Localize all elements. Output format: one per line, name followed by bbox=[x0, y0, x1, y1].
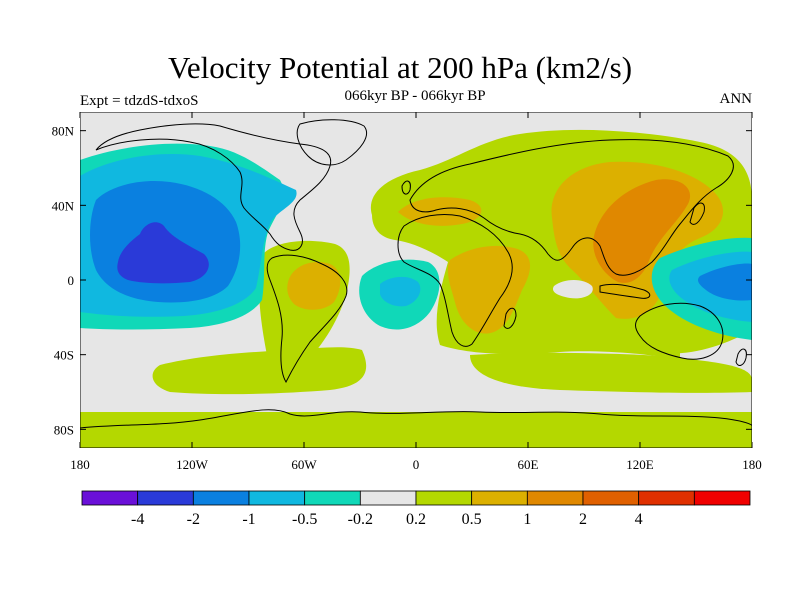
experiment-label: Expt = tdzdS-tdxoS bbox=[80, 93, 199, 109]
colorbar-label: -1 bbox=[242, 511, 255, 528]
colorbar-swatch bbox=[248, 490, 306, 506]
coastline-indonesia bbox=[599, 283, 651, 299]
colorbar: -4 -2 -1 -0.5 -0.2 0.2 0.5 1 2 4 bbox=[81, 490, 751, 528]
coastline-north-america bbox=[95, 123, 332, 251]
region-southern-band-green bbox=[152, 347, 367, 395]
x-tick-label: 180 bbox=[742, 457, 762, 472]
x-tick-label: 60W bbox=[291, 457, 317, 472]
colorbar-swatch bbox=[638, 490, 695, 506]
colorbar-swatch bbox=[137, 490, 194, 506]
region-southern-band-green-east bbox=[470, 352, 752, 393]
colorbar-label: 0.5 bbox=[462, 511, 482, 528]
colorbar-swatch bbox=[582, 490, 640, 506]
region-indian-ocean-neutral bbox=[552, 280, 593, 299]
map-axes: 180 120W 60W 0 60E 120E 180 80N 40N 0 40S 80S bbox=[52, 112, 762, 472]
contour-field bbox=[80, 112, 752, 448]
region-antarctic-green bbox=[80, 412, 752, 448]
colorbar-label: -2 bbox=[187, 511, 200, 528]
y-tick-label: 80N bbox=[52, 124, 75, 139]
coastline-antarctica bbox=[80, 409, 752, 429]
coastline-africa bbox=[397, 213, 513, 347]
region-pacific-low-blue bbox=[117, 222, 209, 284]
x-tick-label: 120E bbox=[626, 457, 654, 472]
region-asia-dark-orange bbox=[593, 179, 691, 283]
colorbar-label: 4 bbox=[635, 511, 643, 528]
region-western-pacific-blue bbox=[698, 263, 752, 301]
season-label: ANN bbox=[719, 91, 753, 107]
colorbar-label: -4 bbox=[131, 511, 144, 528]
region-atlantic-light-blue bbox=[380, 276, 421, 307]
colorbar-swatch bbox=[415, 490, 473, 506]
region-africa-orange bbox=[447, 245, 531, 334]
coastline-japan bbox=[689, 202, 705, 225]
coastline-australia bbox=[635, 302, 724, 360]
colorbar-label: -0.2 bbox=[348, 511, 373, 528]
x-tick-label: 0 bbox=[413, 457, 420, 472]
x-tick-label: 120W bbox=[176, 457, 209, 472]
colorbar-swatch bbox=[359, 490, 417, 506]
colorbar-label: 1 bbox=[523, 511, 531, 528]
x-tick-label: 180 bbox=[70, 457, 90, 472]
colorbar-swatch bbox=[693, 490, 751, 506]
coastline-greenland bbox=[296, 119, 368, 166]
colorbar-swatch bbox=[192, 490, 250, 506]
colorbar-swatch bbox=[81, 490, 139, 506]
colorbar-label: 0.2 bbox=[406, 511, 426, 528]
region-south-america-orange bbox=[287, 262, 341, 310]
map-title: Velocity Potential at 200 hPa (km2/s) bbox=[167, 50, 633, 85]
y-tick-label: 40S bbox=[54, 348, 74, 363]
colorbar-label: -0.5 bbox=[292, 511, 317, 528]
y-tick-label: 80S bbox=[54, 422, 74, 437]
coastline-eurasia bbox=[409, 139, 734, 276]
colorbar-swatch bbox=[304, 490, 361, 506]
colorbar-swatch bbox=[526, 490, 584, 506]
map-subtitle: 066kyr BP - 066kyr BP bbox=[344, 88, 486, 104]
x-tick-label: 60E bbox=[518, 457, 539, 472]
coastline-madagascar bbox=[503, 307, 517, 329]
colorbar-swatch bbox=[471, 490, 528, 506]
coastline-new-zealand bbox=[735, 348, 747, 366]
colorbar-label: 2 bbox=[579, 511, 587, 528]
coastline-south-america bbox=[266, 254, 348, 384]
y-tick-label: 40N bbox=[52, 198, 75, 213]
coastline-uk bbox=[401, 180, 411, 195]
coastlines bbox=[80, 119, 752, 429]
y-tick-label: 0 bbox=[68, 273, 75, 288]
